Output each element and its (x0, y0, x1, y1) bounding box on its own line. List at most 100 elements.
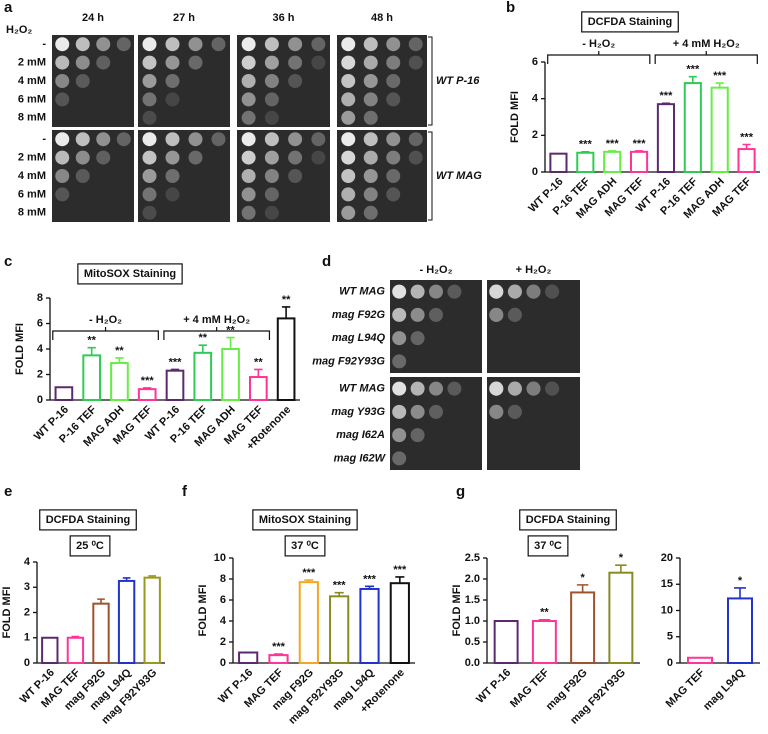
panel-label: b (506, 0, 515, 16)
colony-spot (526, 381, 541, 396)
colony-spot (363, 169, 378, 183)
colony-spot (526, 284, 541, 299)
colony-spot (142, 187, 157, 202)
colony-spot (341, 187, 356, 202)
error-bar (334, 591, 344, 597)
bar (531, 620, 557, 664)
strain-label: WT MAG (436, 170, 482, 182)
y-tick-label: 0.0 (465, 657, 480, 669)
y-axis-label: FOLD MFI (197, 585, 209, 637)
colony-spot (241, 92, 256, 107)
error-bar (734, 587, 746, 599)
colony-spot (288, 74, 303, 88)
row-label: mag F92G (332, 309, 386, 321)
colony-spot (55, 187, 70, 202)
y-tick-label: 10 (661, 604, 673, 616)
group-label: + 4 mM H₂O₂ (183, 314, 250, 326)
colony-spot (447, 381, 462, 396)
colony-spot (55, 132, 70, 147)
x-tick-label: WT P-16 (474, 667, 513, 706)
title-box (77, 263, 183, 285)
colony-spot (489, 284, 504, 299)
significance-label: *** (579, 139, 593, 151)
colony-spot (264, 169, 279, 183)
bar (727, 597, 753, 664)
colony-spot (363, 74, 378, 88)
y-tick-label: 1 (24, 632, 30, 644)
chart-title: DCFDA Staining (526, 514, 611, 526)
error-bar (615, 564, 627, 573)
y-tick-label: 2 (532, 129, 538, 141)
colony-spot (386, 150, 401, 165)
chart-title: DCFDA Staining (588, 16, 673, 28)
y-tick-label: 0 (37, 394, 43, 406)
significance-label: *** (740, 131, 754, 143)
colony-spot (408, 132, 423, 147)
significance-label: *** (393, 564, 407, 576)
colony-spot (264, 187, 279, 202)
colony-spot (392, 428, 407, 443)
y-tick-label: 5 (667, 631, 673, 643)
significance-label: ** (282, 294, 291, 306)
colony-spot (241, 55, 256, 70)
significance-label: ** (87, 335, 96, 347)
panel-label: c (4, 253, 12, 270)
bar (143, 576, 161, 665)
bar (710, 86, 729, 173)
colony-spot (75, 37, 90, 52)
colony-spot (142, 150, 157, 165)
title-box (284, 535, 326, 557)
colony-spot (142, 169, 157, 183)
bar (82, 354, 102, 401)
error-bar (395, 576, 405, 584)
colony-spot (142, 92, 157, 107)
colony-spot (363, 92, 378, 107)
colony-spot (142, 55, 157, 70)
colony-spot (408, 37, 423, 52)
bar (737, 148, 756, 173)
bar (608, 571, 634, 665)
bar (137, 388, 157, 402)
colony-spot (507, 404, 522, 419)
row-label: 2 mM (18, 57, 46, 69)
colony-spot (392, 331, 407, 346)
y-tick-label: 0.5 (465, 636, 480, 648)
bar (110, 362, 129, 401)
row-label: 4 mM (18, 75, 46, 87)
bar (389, 582, 410, 665)
error-bar (281, 306, 291, 319)
colony-spot (55, 55, 70, 70)
colony-spot (429, 381, 443, 396)
colony-spot (311, 132, 326, 147)
colony-spot (386, 92, 401, 107)
y-axis-label: FOLD MFI (451, 585, 463, 637)
error-bar (661, 102, 670, 105)
colony-spot (386, 55, 401, 70)
group-bracket (547, 51, 651, 64)
significance-label: *** (169, 356, 183, 368)
error-bar (143, 387, 152, 390)
title-box (39, 509, 137, 531)
significance-label: *** (302, 567, 316, 579)
title-box (527, 535, 569, 557)
bar (656, 103, 675, 173)
column-header: - H₂O₂ (420, 264, 453, 276)
significance-label: *** (633, 138, 647, 150)
y-tick-label: 6 (37, 317, 43, 329)
colony-spot (408, 55, 423, 70)
significance-label: *** (363, 573, 377, 585)
colony-spot (165, 132, 180, 147)
colony-spot (165, 92, 180, 107)
bar (193, 351, 213, 402)
row-label: 8 mM (18, 112, 46, 124)
colony-spot (241, 74, 256, 88)
bracket (428, 36, 433, 126)
y-tick-label: 0 (667, 657, 673, 669)
colony-spot (341, 150, 356, 165)
column-header: 36 h (272, 12, 294, 24)
error-bar (198, 344, 207, 353)
colony-spot (410, 428, 425, 443)
significance-label: *** (713, 70, 727, 82)
row-label: 8 mM (18, 207, 46, 219)
chart-subtitle: 25 ⁰C (76, 540, 104, 552)
